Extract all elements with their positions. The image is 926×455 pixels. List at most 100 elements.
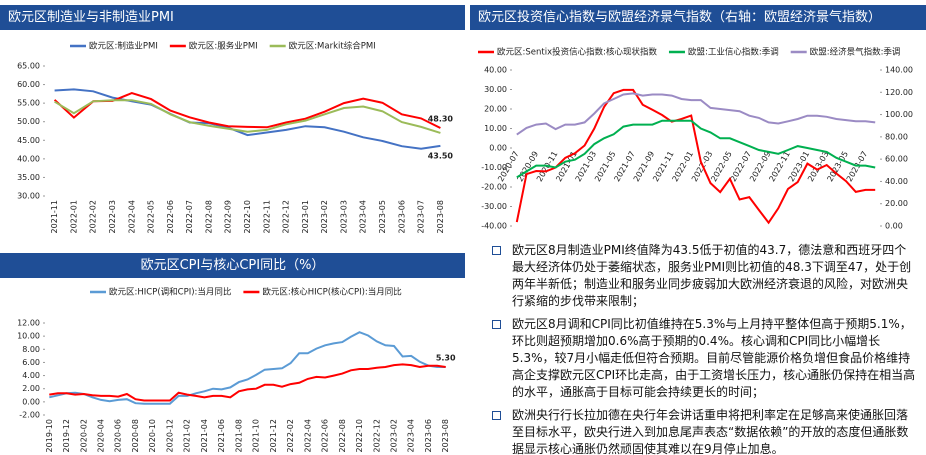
bullet-list: 欧元区8月制造业PMI终值降为43.5低于初值的43.7，德法意和西班牙四个最大… (488, 242, 918, 455)
y-tick-label: 4.00 (22, 371, 40, 380)
legend-label: 欧元区:服务业PMI (189, 41, 258, 52)
x-tick-label: 2021-08 (234, 419, 243, 452)
series-line (516, 92, 876, 136)
y-tick-label: 50.00 (17, 117, 40, 126)
x-tick-label: 2019-12 (62, 419, 71, 452)
x-tick-label: 2022-11 (262, 200, 271, 233)
x-tick-label: 2023-02 (320, 200, 329, 233)
y-tick-label: 12.00 (17, 319, 40, 328)
x-tick-label: 2021-02 (183, 419, 192, 452)
bullet-text: 欧元区8月调和CPI同比初值维持在5.3%与上月持平整体但高于预期5.1%，环比… (512, 317, 916, 399)
chart-title: 欧元区制造业与非制造业PMI (0, 5, 465, 30)
y-tick-label: 35.00 (17, 173, 40, 182)
y2-tick-label: 20.00 (885, 199, 908, 208)
series-line (516, 119, 876, 179)
y2-tick-label: 140.00 (885, 66, 913, 75)
x-tick-label: 2022-07 (185, 200, 194, 233)
x-tick-label: 2022-08 (338, 419, 347, 452)
y2-tick-label: 40.00 (885, 177, 908, 186)
x-tick-label: 2022-06 (166, 200, 175, 233)
x-tick-label: 2020-12 (165, 419, 174, 452)
legend-label: 欧元区:Markit综合PMI (289, 41, 376, 52)
x-tick-label: 2023-08 (441, 419, 450, 452)
x-tick-label: 2021-04 (200, 419, 209, 452)
x-tick-label: 2023-01 (301, 200, 310, 233)
data-label: 43.50 (428, 151, 454, 160)
y-tick-label: 30.00 (484, 85, 507, 94)
bullet: 欧元区8月调和CPI同比初值维持在5.3%与上月持平整体但高于预期5.1%，环比… (488, 316, 918, 401)
y-tick-label: 6.00 (22, 358, 40, 367)
x-tick-label: 2022-04 (127, 200, 136, 233)
y2-tick-label: 0.00 (885, 222, 903, 231)
y-tick-label: 0.00 (22, 397, 40, 406)
x-tick-label: 2022-10 (355, 419, 364, 452)
legend-label: 欧盟:经济景气指数:季调 (810, 47, 901, 58)
x-tick-label: 2022-09 (224, 200, 233, 233)
series-line (49, 331, 446, 405)
y-tick-label: -30.00 (481, 202, 507, 211)
x-tick-label: 2022-08 (204, 200, 213, 233)
x-tick-label: 2021-11 (50, 200, 59, 233)
x-tick-label: 2022-05 (147, 200, 156, 233)
x-tick-label: 2023-05 (378, 200, 387, 233)
x-tick-label: 2022-04 (303, 419, 312, 452)
y-tick-label: 45.00 (17, 136, 40, 145)
x-tick-label: 2020-06 (114, 419, 123, 452)
x-tick-label: 2022-02 (89, 200, 98, 233)
chart-title: 欧元区投资信心指数与欧盟经济景气指数（右轴：欧盟经济景气指数） (470, 5, 926, 30)
chart-title: 欧元区CPI与核心CPI同比（%） (0, 253, 465, 278)
bullet: 欧洲央行行长拉加德在央行年会讲话重申将把利率定在足够高来使通胀回落至目标水平，欧… (488, 407, 918, 455)
y-tick-label: 55.00 (17, 99, 40, 108)
y-tick-label: 65.00 (17, 62, 40, 71)
legend-label: 欧元区:Sentix投资信心指数:核心现状指数 (497, 47, 657, 58)
x-tick-label: 2020-02 (79, 419, 88, 452)
bullet: 欧元区8月制造业PMI终值降为43.5低于初值的43.7，德法意和西班牙四个最大… (488, 242, 918, 310)
y-tick-label: 8.00 (22, 345, 40, 354)
y-tick-label: 60.00 (17, 80, 40, 89)
y-tick-label: -20.00 (481, 183, 507, 192)
x-tick-label: 2021-10 (252, 419, 261, 452)
x-tick-label: 2022-12 (372, 419, 381, 452)
y2-tick-label: 80.00 (885, 132, 908, 141)
chart: -2.00 0.00 2.00 4.00 6.00 8.00 10.00 12.00 2019-… (17, 287, 456, 453)
x-tick-label: 2023-06 (424, 419, 433, 452)
x-tick-label: 2022-10 (243, 200, 252, 233)
y2-tick-label: 60.00 (885, 155, 908, 164)
chart: -40.00 -30.00 -20.00 -10.00 0.00 10.00 20.00 30… (478, 47, 913, 231)
x-tick-label: 2023-08 (436, 200, 445, 233)
bullet-text: 欧洲央行行长拉加德在央行年会讲话重申将把利率定在足够高来使通胀回落至目标水平，欧… (512, 408, 909, 455)
legend-label: 欧元区:制造业PMI (89, 41, 158, 52)
x-tick-label: 2022-02 (286, 419, 295, 452)
y-tick-label: 0.00 (489, 144, 507, 153)
series-line (515, 88, 876, 225)
x-tick-label: 2019-10 (45, 419, 54, 452)
y-tick-label: -40.00 (481, 222, 507, 231)
legend-label: 欧元区:核心HICP(核心CPI):当月同比 (262, 287, 401, 298)
x-tick-label: 2023-03 (339, 200, 348, 233)
x-tick-label: 2020-08 (131, 419, 140, 452)
y-tick-label: 10.00 (17, 332, 40, 341)
x-tick-label: 2020-10 (148, 419, 157, 452)
x-tick-label: 2023-07 (417, 200, 426, 233)
x-tick-label: 2023-04 (407, 419, 416, 452)
x-tick-label: 2020-04 (97, 419, 106, 452)
y-tick-label: 10.00 (484, 124, 507, 133)
legend-label: 欧盟:工业信心指数:季调 (688, 47, 779, 58)
x-tick-label: 2022-12 (282, 200, 291, 233)
x-tick-label: 2021-06 (217, 419, 226, 452)
x-tick-label: 2022-06 (321, 419, 330, 452)
chart: 30.00 35.00 40.00 45.00 50.00 55.00 60.00 65.00… (17, 41, 454, 234)
x-tick-label: 2022-01 (69, 200, 78, 233)
x-tick-label: 2021-12 (269, 419, 278, 452)
y-tick-label: -2.00 (19, 411, 40, 420)
series-line (49, 363, 446, 402)
y-tick-label: 2.00 (22, 384, 40, 393)
series-line (54, 99, 441, 134)
series-line (54, 88, 441, 150)
legend-label: 欧元区:HICP(调和CPI):当月同比 (109, 287, 231, 298)
x-tick-label: 2022-03 (108, 200, 117, 233)
data-label: 5.30 (436, 354, 456, 363)
y-tick-label: -10.00 (481, 163, 507, 172)
x-tick-label: 2023-06 (397, 200, 406, 233)
